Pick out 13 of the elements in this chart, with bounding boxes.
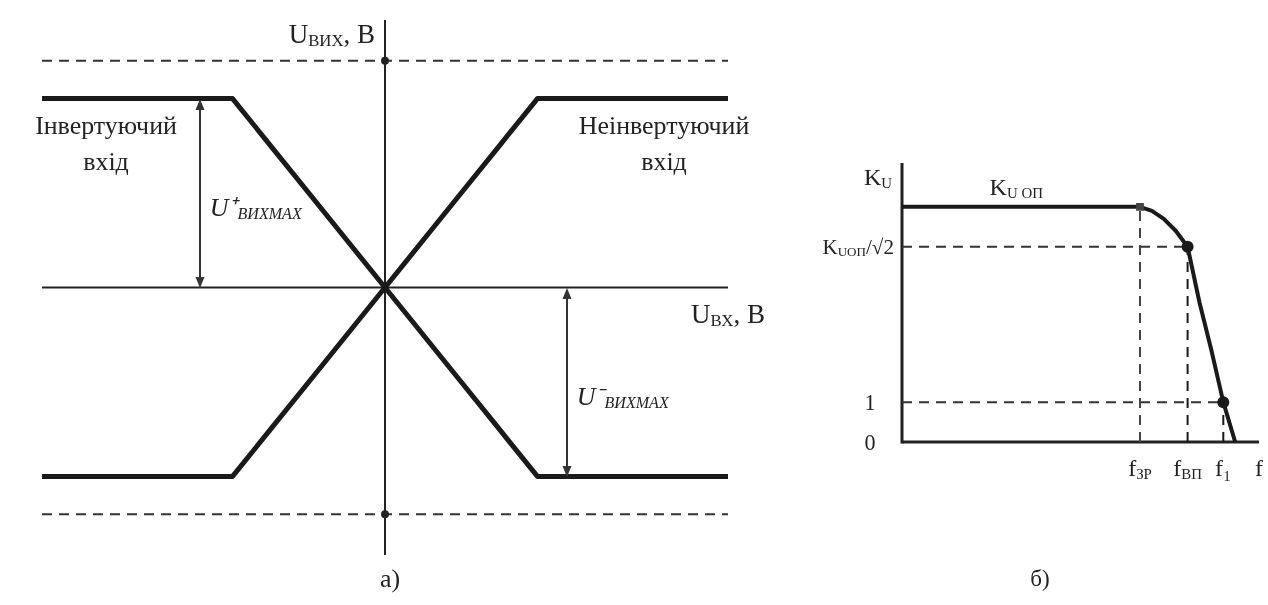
y-tick-label: 1 <box>864 389 876 415</box>
point <box>1217 396 1230 409</box>
annotation: U⁺ВИХMAX <box>209 192 303 222</box>
point <box>1181 240 1194 253</box>
x-tick-label: f₁ <box>1215 455 1232 482</box>
annotation: U⁻ВИХMAX <box>576 381 670 411</box>
series-label: Інвертуючий вхід <box>35 111 177 177</box>
x-axis-title: f <box>1255 455 1263 482</box>
text: б) <box>1030 564 1050 591</box>
text: а) <box>379 563 401 593</box>
series-label: Неінвертуючий вхід <box>578 111 750 177</box>
y-tick-label: 0 <box>864 429 876 455</box>
point <box>1136 202 1144 211</box>
